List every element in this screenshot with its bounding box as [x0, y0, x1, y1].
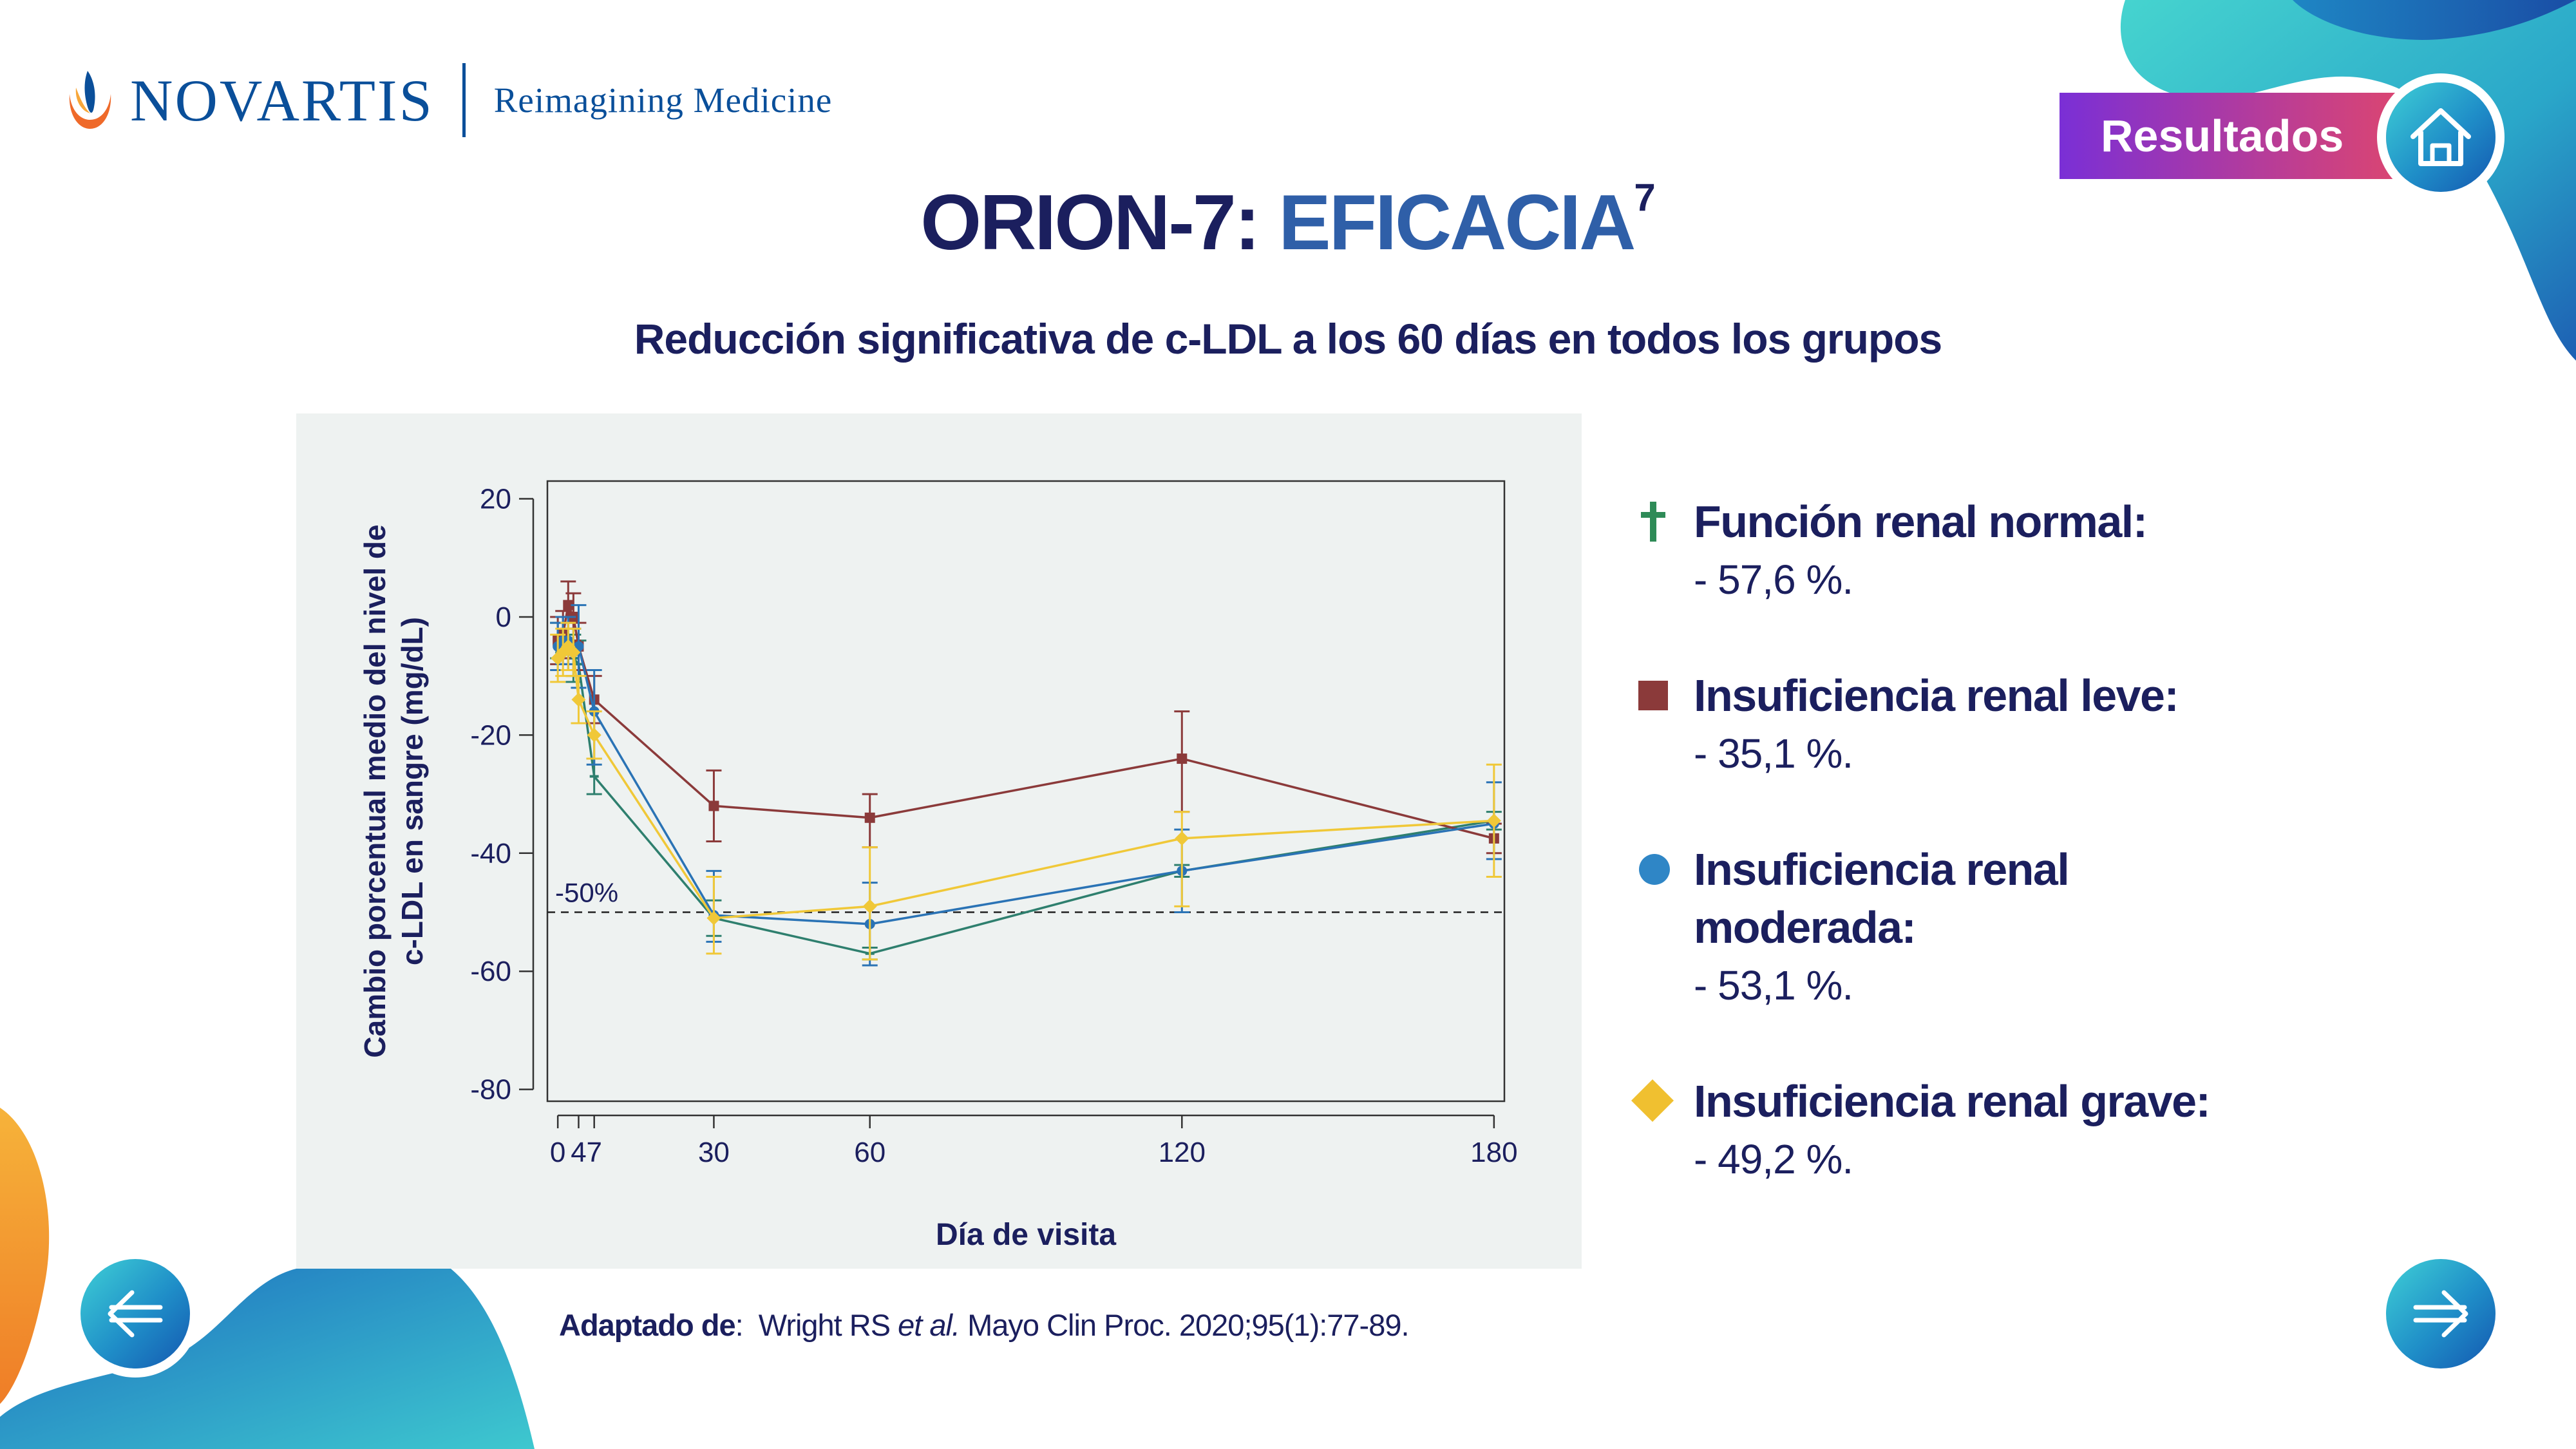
brand-name: NOVARTIS: [130, 67, 434, 133]
x-tick-label: 4: [571, 1137, 586, 1168]
y-axis-title-line2: c-LDL en sangre (mg/dL): [395, 617, 429, 965]
data-point: [566, 645, 581, 659]
blob-top-right-dark: [2293, 0, 2576, 40]
data-point: [551, 651, 565, 666]
data-point: [708, 800, 719, 811]
legend-item-normal: Función renal normal: - 57,6 %.: [1641, 493, 2338, 609]
data-point: [587, 728, 601, 743]
novartis-flame-icon: [69, 70, 111, 129]
home-icon: [2410, 108, 2471, 166]
diamond-icon: [1631, 1079, 1674, 1122]
legend-label: Insuficiencia renal leve:: [1694, 670, 2179, 721]
series-line-1: [556, 603, 1495, 840]
novartis-logo: NOVARTIS Reimagining Medicine: [64, 63, 832, 137]
data-point: [1177, 753, 1188, 764]
home-button[interactable]: [2386, 82, 2496, 192]
source-footnote: Adaptado de: Wright RS et al. Mayo Clin …: [559, 1307, 1410, 1343]
title-part-1: ORION-7:: [920, 178, 1279, 266]
series-line-0: [556, 633, 1495, 955]
legend-label: Función renal normal:: [1694, 497, 2148, 547]
legend-value: - 57,6 %.: [1694, 556, 1853, 603]
next-button[interactable]: [2386, 1259, 2496, 1368]
y-tick-label: 20: [480, 484, 511, 515]
x-tick-label: 30: [698, 1137, 730, 1168]
x-tick-label: 60: [854, 1137, 886, 1168]
x-axis-title: Día de visita: [936, 1218, 1116, 1252]
title-reference: 7: [1634, 176, 1656, 219]
legend-item-leve: Insuficiencia renal leve: - 35,1 %.: [1638, 667, 2338, 782]
legend-value: - 49,2 %.: [1694, 1136, 1853, 1182]
legend-value: - 35,1 %.: [1694, 730, 1853, 777]
x-tick-label: 7: [586, 1137, 601, 1168]
legend-label: Insuficiencia renal moderada:: [1694, 844, 2070, 952]
title-part-2: EFICACIA: [1278, 178, 1636, 266]
square-icon: [1638, 681, 1668, 710]
y-tick-label: 0: [496, 601, 511, 633]
series-line-3: [556, 645, 1494, 920]
prev-button[interactable]: [80, 1259, 190, 1368]
section-label: Resultados: [2101, 111, 2344, 161]
legend-item-moderada: Insuficiencia renal moderada: - 53,1 %.: [1639, 840, 2106, 1014]
y-tick-label: -80: [470, 1074, 511, 1106]
brand-tagline: Reimagining Medicine: [493, 80, 833, 120]
x-tick-label: 180: [1470, 1137, 1517, 1168]
section-badge[interactable]: Resultados: [2060, 93, 2420, 179]
legend-label: Insuficiencia renal grave:: [1694, 1076, 2211, 1126]
chart-panel: 20 0 -20 -40 -60 -80 0 4 7 30 60 120 180 Día de visit…: [296, 413, 1582, 1269]
blob-bottom-left-blue: [0, 1269, 535, 1449]
x-tick-label: 0: [550, 1137, 565, 1168]
footnote-text-before: Wright RS: [743, 1308, 898, 1342]
data-point: [706, 911, 721, 925]
y-tick-label: -40: [470, 838, 511, 869]
y-tick-label: -20: [470, 719, 511, 751]
page-subtitle: Reducción significativa de c-LDL a los 6…: [634, 315, 1943, 363]
series-line-2: [556, 639, 1495, 925]
data-point: [864, 812, 875, 823]
footnote-colon: :: [735, 1308, 744, 1342]
data-point: [1486, 813, 1501, 828]
circle-icon: [1639, 854, 1670, 885]
footnote-prefix: Adaptado de: [559, 1308, 736, 1342]
plot-frame: [546, 480, 1506, 1103]
legend-item-grave: Insuficiencia renal grave: - 49,2 %.: [1631, 1072, 2338, 1188]
blob-bottom-left-orange: [0, 1108, 50, 1404]
legend-value: - 53,1 %.: [1694, 962, 1853, 1009]
data-point: [1175, 831, 1189, 846]
page-title: ORION-7: EFICACIA7: [0, 175, 2576, 267]
arrow-left-icon: [108, 1290, 163, 1338]
data-point: [563, 600, 574, 611]
data-point: [862, 899, 877, 914]
y-axis-title-line1: Cambio porcentual medio del nivel de: [358, 524, 392, 1057]
arrow-right-icon: [2413, 1290, 2468, 1338]
data-point: [571, 692, 586, 707]
footnote-text-after: Mayo Clin Proc. 2020;95(1):77-89.: [960, 1308, 1409, 1342]
footnote-italic: et al.: [898, 1308, 960, 1342]
dagger-icon: [1641, 502, 1665, 542]
logo-separator: [462, 63, 466, 137]
reference-line-label: -50%: [555, 878, 618, 908]
x-tick-label: 120: [1159, 1137, 1206, 1168]
y-tick-label: -60: [470, 956, 511, 987]
